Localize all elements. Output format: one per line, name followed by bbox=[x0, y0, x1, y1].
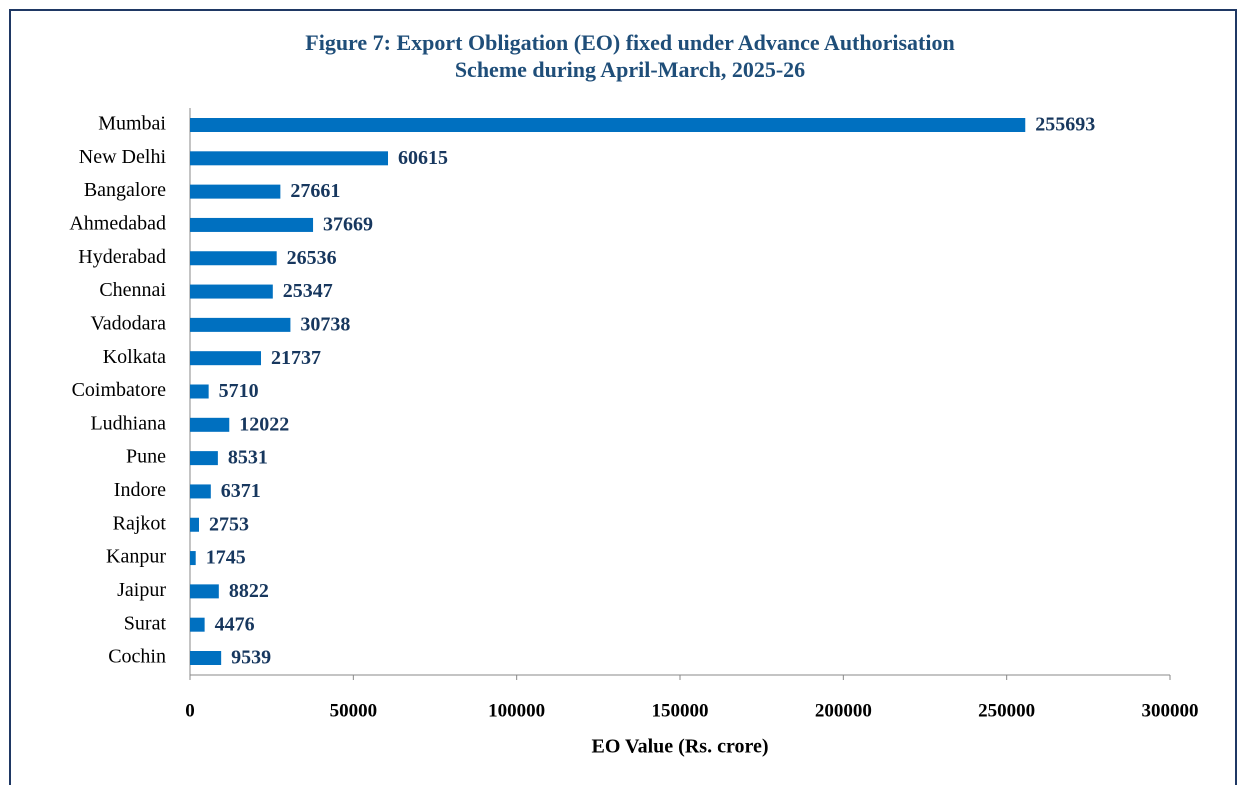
value-label: 8531 bbox=[228, 447, 268, 469]
frame bbox=[9, 9, 1237, 785]
y-tick-label: Jaipur bbox=[117, 579, 166, 601]
chart-title: Scheme during April-March, 2025-26 bbox=[455, 57, 805, 82]
bar bbox=[190, 651, 222, 665]
y-tick-label: Chennai bbox=[99, 279, 166, 301]
bar bbox=[190, 617, 205, 632]
value-label: 30738 bbox=[300, 313, 350, 335]
y-tick-label: Surat bbox=[124, 612, 167, 634]
value-label: 6371 bbox=[221, 480, 261, 502]
value-label: 5710 bbox=[219, 380, 259, 402]
y-tick-label: Cochin bbox=[108, 646, 166, 668]
x-tick-label: 50000 bbox=[330, 700, 378, 721]
y-tick-label: Ahmedabad bbox=[69, 213, 166, 235]
bar bbox=[190, 451, 218, 466]
bar bbox=[190, 484, 211, 499]
bar bbox=[190, 417, 230, 432]
bar bbox=[190, 317, 291, 332]
y-tick-label: Hyderabad bbox=[78, 246, 166, 268]
x-tick-label: 250000 bbox=[978, 700, 1035, 721]
x-tick-label: 300000 bbox=[1142, 700, 1199, 721]
value-label: 27661 bbox=[290, 180, 340, 202]
value-label: 12022 bbox=[239, 413, 289, 435]
bar bbox=[190, 251, 277, 266]
y-tick-label: Pune bbox=[126, 446, 166, 468]
bar bbox=[190, 351, 262, 366]
value-label: 255693 bbox=[1035, 114, 1095, 136]
x-tick-label: 0 bbox=[185, 700, 195, 721]
y-tick-label: Bangalore bbox=[84, 179, 166, 201]
bar bbox=[190, 517, 199, 532]
value-label: 1745 bbox=[206, 547, 246, 569]
y-tick-label: Rajkot bbox=[113, 512, 167, 534]
value-label: 2753 bbox=[209, 513, 249, 535]
x-tick-label: 150000 bbox=[652, 700, 709, 721]
y-tick-label: Vadodara bbox=[90, 312, 166, 334]
y-tick-label: Kanpur bbox=[106, 546, 166, 568]
x-tick-label: 200000 bbox=[815, 700, 872, 721]
value-label: 26536 bbox=[287, 247, 337, 269]
x-tick-label: 100000 bbox=[488, 700, 545, 721]
value-label: 25347 bbox=[283, 280, 333, 302]
bar bbox=[190, 217, 314, 232]
y-tick-label: Mumbai bbox=[98, 113, 166, 135]
y-tick-label: Kolkata bbox=[103, 346, 166, 368]
y-tick-label: New Delhi bbox=[79, 146, 167, 168]
value-label: 9539 bbox=[231, 647, 271, 669]
bar bbox=[190, 284, 273, 299]
y-tick-label: Indore bbox=[114, 479, 166, 501]
bar bbox=[190, 184, 281, 199]
value-label: 21737 bbox=[271, 347, 321, 369]
bar bbox=[190, 118, 1026, 132]
chart-title: Figure 7: Export Obligation (EO) fixed u… bbox=[305, 30, 954, 55]
value-label: 60615 bbox=[398, 147, 448, 169]
bar bbox=[190, 584, 219, 599]
value-label: 4476 bbox=[215, 613, 255, 635]
value-label: 8822 bbox=[229, 580, 269, 602]
bar bbox=[190, 551, 196, 566]
value-label: 37669 bbox=[323, 214, 373, 236]
bar bbox=[190, 384, 209, 399]
x-axis-label: EO Value (Rs. crore) bbox=[591, 736, 768, 758]
bar bbox=[190, 151, 389, 166]
y-tick-label: Coimbatore bbox=[72, 379, 167, 401]
y-tick-label: Ludhiana bbox=[90, 412, 166, 434]
